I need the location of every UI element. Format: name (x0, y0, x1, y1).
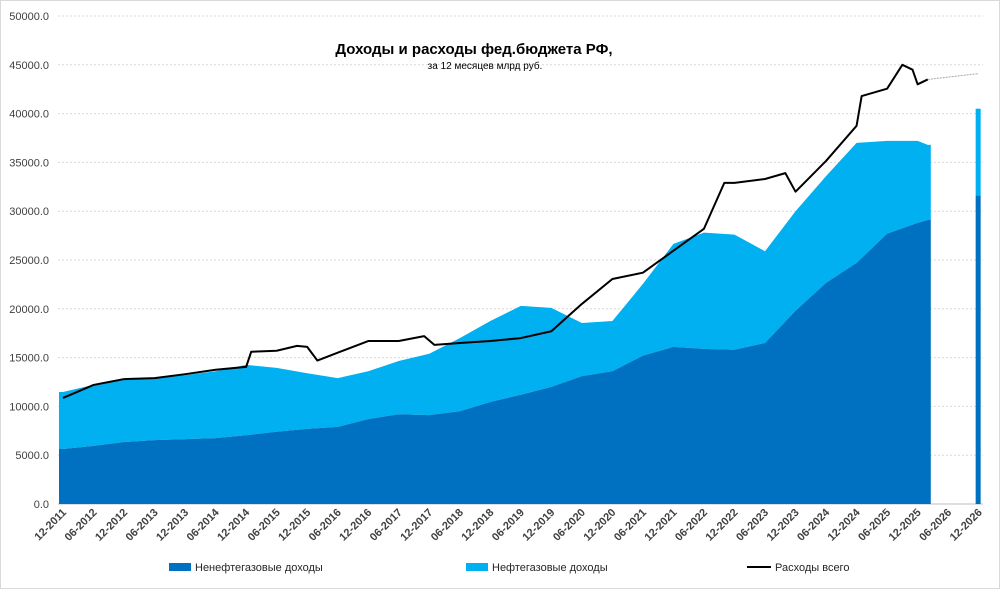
legend-label-non-oil: Ненефтегазовые доходы (195, 562, 323, 574)
y-tick-label: 40000.0 (9, 109, 49, 121)
x-tick-label: 12-2026 (948, 507, 985, 544)
y-tick-label: 50000.0 (9, 11, 49, 23)
x-tick-label: 12-2023 (765, 507, 802, 544)
x-tick-label: 12-2015 (276, 507, 313, 544)
x-tick-label: 06-2015 (246, 507, 283, 544)
x-tick-label: 06-2018 (429, 507, 466, 544)
x-tick-label: 06-2019 (490, 507, 527, 544)
y-tick-label: 30000.0 (9, 206, 49, 218)
x-tick-label: 06-2012 (63, 507, 100, 544)
x-tick-label: 06-2023 (734, 507, 771, 544)
line-expenses-forecast (928, 74, 979, 80)
x-tick-label: 06-2016 (307, 507, 344, 544)
y-tick-label: 25000.0 (9, 255, 49, 267)
x-tick-label: 12-2012 (93, 507, 130, 544)
y-tick-label: 15000.0 (9, 353, 49, 365)
x-tick-label: 06-2013 (124, 507, 161, 544)
x-tick-label: 12-2025 (887, 507, 924, 544)
chart-subtitle: за 12 месяцев млрд руб. (428, 60, 543, 72)
y-tick-label: 10000.0 (9, 401, 49, 413)
x-tick-label: 06-2017 (368, 507, 405, 544)
x-tick-label: 06-2021 (612, 507, 649, 544)
legend-label-expenses: Расходы всего (775, 562, 849, 574)
x-tick-label: 12-2011 (33, 507, 70, 544)
y-tick-label: 5000.0 (15, 450, 49, 462)
x-tick-label: 12-2017 (398, 507, 435, 544)
x-tick-label: 12-2022 (704, 507, 741, 544)
x-tick-label: 06-2026 (917, 507, 954, 544)
y-tick-label: 35000.0 (9, 157, 49, 169)
y-tick-label: 45000.0 (9, 60, 49, 72)
legend-label-oil-gas: Нефтегазовые доходы (492, 562, 608, 574)
x-tick-label: 12-2020 (581, 507, 618, 544)
x-tick-label: 06-2025 (856, 507, 893, 544)
legend: Ненефтегазовые доходы Нефтегазовые доход… (169, 562, 849, 574)
x-tick-label: 06-2020 (551, 507, 588, 544)
x-tick-label: 12-2016 (337, 507, 374, 544)
x-tick-label: 12-2013 (154, 507, 191, 544)
y-axis-ticks: 0.0 5000.0 10000.0 15000.0 20000.0 25000.0 300… (9, 11, 49, 511)
legend-swatch-non-oil (169, 563, 191, 571)
forecast-bar-non-oil (976, 196, 981, 504)
x-tick-label: 12-2021 (643, 507, 680, 544)
areas (59, 65, 981, 504)
x-tick-label: 06-2022 (673, 507, 710, 544)
forecast-bar-oil-gas (976, 109, 981, 196)
x-tick-label: 12-2019 (520, 507, 557, 544)
chart-title: Доходы и расходы фед.бюджета РФ, (335, 41, 612, 58)
x-tick-label: 12-2018 (459, 507, 496, 544)
y-tick-label: 20000.0 (9, 304, 49, 316)
legend-swatch-oil-gas (466, 563, 488, 571)
y-tick-label: 0.0 (34, 499, 49, 511)
